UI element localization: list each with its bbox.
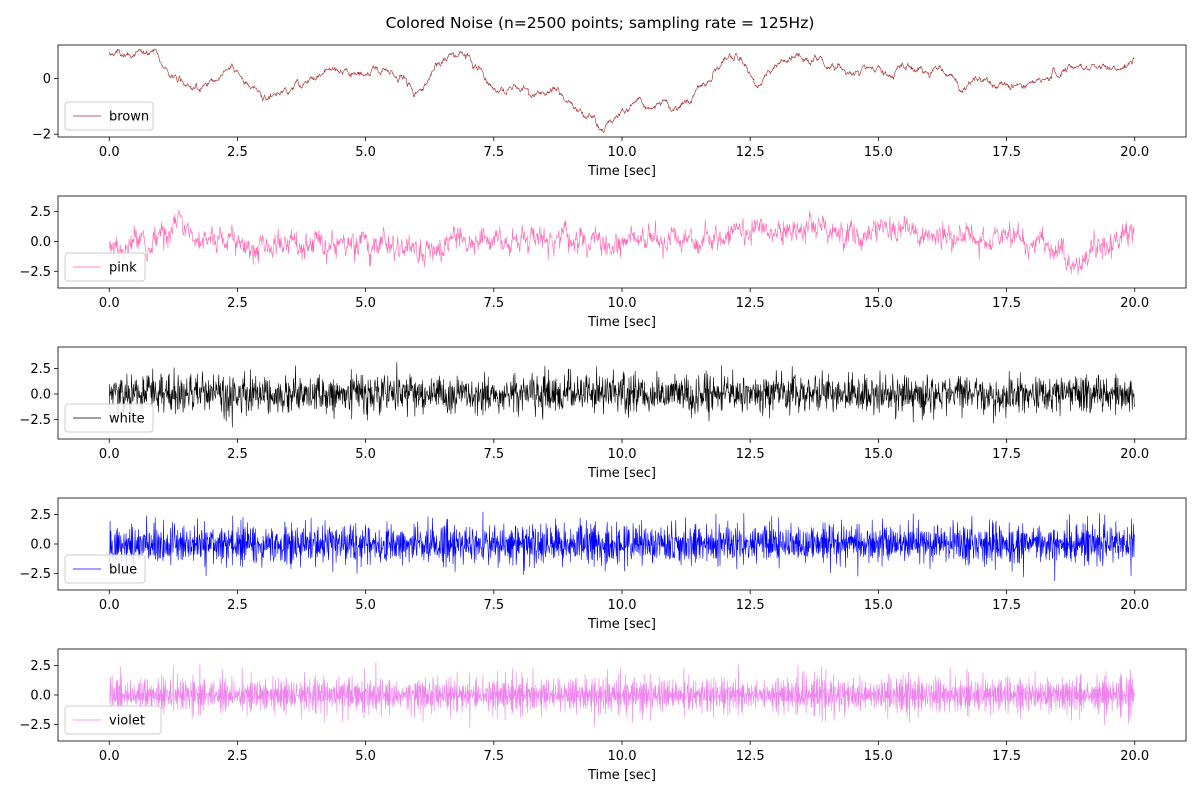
x-tick-label: 2.5 xyxy=(227,145,248,160)
x-axis-label: Time [sec] xyxy=(587,617,656,632)
x-tick-label: 15.0 xyxy=(864,598,893,613)
x-tick-label: 17.5 xyxy=(992,749,1021,764)
x-tick-label: 12.5 xyxy=(736,145,765,160)
x-tick-label: 12.5 xyxy=(736,296,765,311)
y-tick-label: −2.5 xyxy=(19,718,51,733)
series-line-white xyxy=(108,362,1135,428)
x-tick-label: 15.0 xyxy=(864,296,893,311)
series-line-blue xyxy=(108,511,1135,581)
x-tick-label: 2.5 xyxy=(227,447,248,462)
x-tick-label: 17.5 xyxy=(992,145,1021,160)
panel-pink: 0.0 2.5 5.0 7.5 10.0 12.5 15.0 17.5 20.0 −2.5 0.0 2… xyxy=(19,195,1187,330)
x-tick-label: 5.0 xyxy=(355,749,376,764)
x-tick-label: 20.0 xyxy=(1120,447,1149,462)
y-tick-label: −2.5 xyxy=(19,265,51,280)
x-tick-label: 5.0 xyxy=(355,296,376,311)
legend-brown: brown xyxy=(64,101,154,131)
y-tick-label: −2 xyxy=(32,128,51,143)
panel-brown: 0.0 2.5 5.0 7.5 10.0 12.5 15.0 17.5 20.0 −2 0 Time … xyxy=(32,44,1187,179)
x-tick-label: 10.0 xyxy=(608,447,637,462)
x-tick-label: 0.0 xyxy=(99,749,120,764)
x-tick-label: 15.0 xyxy=(864,447,893,462)
x-tick-label: 0.0 xyxy=(99,598,120,613)
legend-box xyxy=(64,403,154,433)
x-axis-label: Time [sec] xyxy=(587,466,656,481)
x-tick-label: 15.0 xyxy=(864,145,893,160)
legend-label: blue xyxy=(109,563,137,578)
y-tick-label: 0.0 xyxy=(30,538,51,553)
x-tick-label: 7.5 xyxy=(483,749,504,764)
x-tick-label: 2.5 xyxy=(227,296,248,311)
x-tick-label: 20.0 xyxy=(1120,296,1149,311)
x-tick-label: 7.5 xyxy=(483,598,504,613)
figure-title: Colored Noise (n=2500 points; sampling r… xyxy=(386,14,815,32)
y-tick-label: 0 xyxy=(43,72,51,87)
legend-box xyxy=(64,554,146,584)
panel-blue: 0.0 2.5 5.0 7.5 10.0 12.5 15.0 17.5 20.0 −2.5 0.0 2… xyxy=(19,497,1187,632)
x-axis-label: Time [sec] xyxy=(587,768,656,783)
y-tick-label: 2.5 xyxy=(30,508,51,523)
legend-white: white xyxy=(64,403,154,433)
x-tick-label: 10.0 xyxy=(608,296,637,311)
series-line-violet xyxy=(108,662,1135,729)
legend-violet: violet xyxy=(64,705,162,735)
y-tick-label: 0.0 xyxy=(30,388,51,403)
x-tick-label: 20.0 xyxy=(1120,598,1149,613)
legend-blue: blue xyxy=(64,554,146,584)
legend-pink: pink xyxy=(64,252,146,282)
x-tick-label: 12.5 xyxy=(736,447,765,462)
y-tick-label: 2.5 xyxy=(30,659,51,674)
x-axis-label: Time [sec] xyxy=(587,315,656,330)
series-line-pink xyxy=(108,209,1135,275)
x-tick-label: 0.0 xyxy=(99,145,120,160)
x-tick-label: 12.5 xyxy=(736,749,765,764)
panel-white: 0.0 2.5 5.0 7.5 10.0 12.5 15.0 17.5 20.0 −2.5 0.0 2… xyxy=(19,346,1187,481)
y-tick-label: 0.0 xyxy=(30,235,51,250)
x-tick-label: 10.0 xyxy=(608,598,637,613)
x-tick-label: 5.0 xyxy=(355,145,376,160)
panels: 0.0 2.5 5.0 7.5 10.0 12.5 15.0 17.5 20.0 −2 0 Time … xyxy=(19,44,1187,783)
x-tick-label: 17.5 xyxy=(992,296,1021,311)
x-tick-label: 7.5 xyxy=(483,447,504,462)
x-tick-label: 12.5 xyxy=(736,598,765,613)
x-tick-label: 7.5 xyxy=(483,145,504,160)
x-tick-label: 0.0 xyxy=(99,296,120,311)
x-axis-label: Time [sec] xyxy=(587,164,656,179)
panel-violet: 0.0 2.5 5.0 7.5 10.0 12.5 15.0 17.5 20.0 −2.5 0.0 2… xyxy=(19,648,1187,783)
x-tick-label: 7.5 xyxy=(483,296,504,311)
x-tick-label: 2.5 xyxy=(227,598,248,613)
x-tick-label: 17.5 xyxy=(992,447,1021,462)
y-tick-label: 2.5 xyxy=(30,205,51,220)
legend-box xyxy=(64,101,154,131)
x-tick-label: 5.0 xyxy=(355,447,376,462)
x-tick-label: 5.0 xyxy=(355,598,376,613)
legend-box xyxy=(64,252,146,282)
legend-label: brown xyxy=(109,110,149,125)
x-tick-label: 0.0 xyxy=(99,447,120,462)
x-tick-label: 15.0 xyxy=(864,749,893,764)
legend-label: white xyxy=(109,412,145,427)
legend-label: violet xyxy=(109,714,145,729)
x-tick-label: 20.0 xyxy=(1120,145,1149,160)
series-line-brown xyxy=(109,48,1135,133)
legend-label: pink xyxy=(109,261,137,276)
y-tick-label: 0.0 xyxy=(30,689,51,704)
y-tick-label: −2.5 xyxy=(19,413,51,428)
legend-box xyxy=(64,705,162,735)
y-tick-label: 2.5 xyxy=(30,362,51,377)
x-tick-label: 20.0 xyxy=(1120,749,1149,764)
x-tick-label: 10.0 xyxy=(608,749,637,764)
x-tick-label: 17.5 xyxy=(992,598,1021,613)
y-tick-label: −2.5 xyxy=(19,567,51,582)
x-tick-label: 2.5 xyxy=(227,749,248,764)
x-tick-label: 10.0 xyxy=(608,145,637,160)
